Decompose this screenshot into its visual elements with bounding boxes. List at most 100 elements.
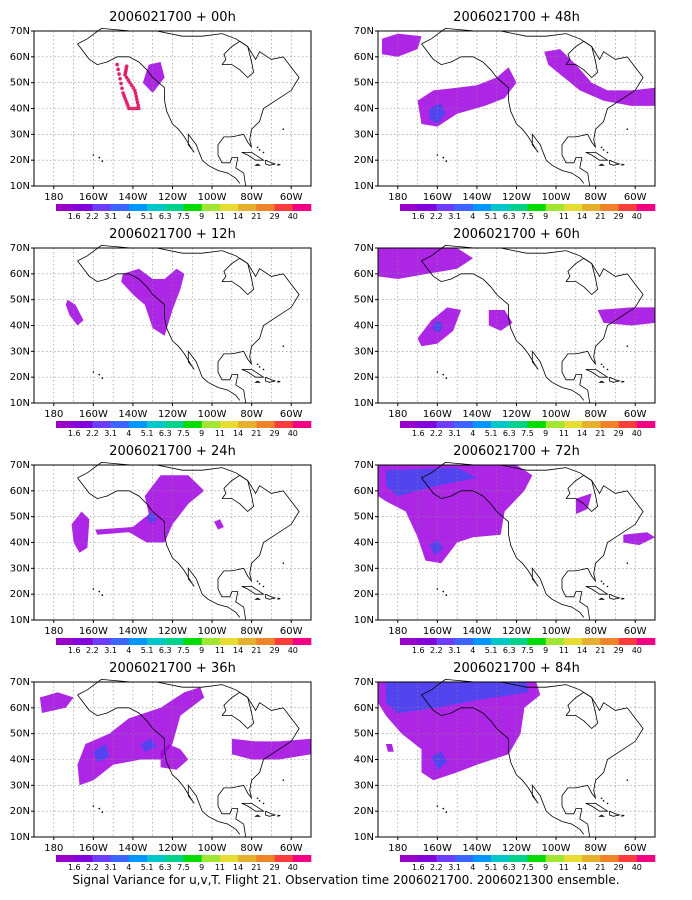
- colorbar-label: 14: [233, 863, 243, 872]
- island: [256, 580, 259, 583]
- coastline: [77, 27, 300, 187]
- colorbar-label: 29: [613, 429, 623, 438]
- colorbar-label: 6.3: [503, 863, 516, 872]
- variance-region: [77, 687, 205, 786]
- y-tick-label: 20N: [10, 155, 30, 166]
- coastline: [565, 474, 599, 513]
- colorbar-label: 29: [269, 212, 279, 221]
- colorbar-cell: [92, 421, 111, 428]
- coastline: [77, 678, 300, 838]
- coastline: [254, 597, 261, 600]
- colorbar-label: 4: [470, 646, 475, 655]
- colorbar-label: 14: [577, 212, 587, 221]
- coastline: [77, 244, 300, 404]
- island: [626, 128, 629, 130]
- x-tick-label: 160W: [79, 626, 108, 637]
- x-tick-label: 80W: [240, 192, 263, 203]
- colorbar-label: 6.3: [503, 212, 516, 221]
- colorbar-cell: [201, 638, 221, 645]
- island: [442, 807, 445, 810]
- colorbar-cell: [74, 204, 93, 211]
- map-panel: 2006021700 + 00h 10N 20N 30N 40N 50N 60N 70N 180…: [10, 10, 312, 221]
- colorbar-cell: [92, 855, 111, 862]
- y-tick-label: 70N: [10, 26, 30, 37]
- x-tick-label: 60W: [280, 192, 303, 203]
- island: [98, 807, 101, 810]
- island: [445, 594, 448, 596]
- x-tick-label: 80W: [584, 626, 607, 637]
- colorbar-cell: [165, 421, 184, 428]
- colorbar-cell: [110, 638, 130, 645]
- colorbar-cell: [563, 855, 583, 862]
- island: [445, 377, 448, 380]
- coastline: [609, 593, 621, 600]
- colorbar-label: 6.3: [503, 646, 516, 655]
- island: [92, 805, 95, 807]
- coastline: [77, 694, 241, 835]
- coastline: [277, 380, 281, 383]
- panel-title: 2006021700 + 36h: [109, 661, 236, 676]
- colorbar-label: 3.1: [104, 646, 117, 655]
- colorbar-cell: [418, 421, 437, 428]
- colorbar-label: 2.2: [86, 863, 99, 872]
- panel-title: 2006021700 + 48h: [453, 10, 580, 25]
- colorbar-cell: [545, 204, 565, 211]
- y-tick-label: 50N: [354, 78, 374, 89]
- y-tick-label: 50N: [354, 512, 374, 523]
- colorbar-cell: [256, 421, 275, 428]
- colorbar-cell: [256, 855, 275, 862]
- coastline: [621, 163, 625, 166]
- map-panel: 2006021700 + 60h 10N 20N 30N 40N 50N 60N 70N 180…: [354, 227, 656, 438]
- y-tick-label: 30N: [354, 563, 374, 574]
- colorbar-cell: [219, 855, 239, 862]
- coastline: [241, 152, 265, 161]
- colorbar-cell: [418, 638, 437, 645]
- colorbar-cell: [454, 204, 474, 211]
- colorbar-label: 21: [595, 212, 605, 221]
- coastline: [221, 40, 255, 79]
- y-tick-label: 10N: [354, 398, 374, 409]
- colorbar-cell: [618, 204, 638, 211]
- coastline: [421, 477, 585, 618]
- colorbar-label: 2.2: [430, 646, 443, 655]
- x-tick-label: 180: [44, 409, 63, 420]
- flight-track-point: [119, 81, 123, 86]
- y-tick-label: 60N: [10, 52, 30, 63]
- colorbar-label: 3.1: [104, 212, 117, 221]
- colorbar-label: 9: [199, 646, 204, 655]
- y-tick-label: 20N: [10, 372, 30, 383]
- y-tick-label: 70N: [354, 243, 374, 254]
- x-tick-label: 140W: [462, 843, 491, 854]
- colorbar-cell: [418, 855, 437, 862]
- variance-region: [597, 307, 655, 326]
- coastline: [77, 477, 241, 618]
- panel-title: 2006021700 + 84h: [453, 661, 580, 676]
- variance-region: [385, 467, 477, 496]
- x-tick-label: 60W: [624, 626, 647, 637]
- colorbar-label: 6.3: [159, 646, 172, 655]
- island: [602, 149, 605, 151]
- island: [445, 811, 448, 813]
- x-tick-label: 60W: [624, 192, 647, 203]
- coastline: [421, 244, 644, 404]
- colorbar-label: 5.1: [141, 212, 154, 221]
- colorbar-label: 7.5: [521, 863, 534, 872]
- colorbar-label: 29: [269, 429, 279, 438]
- x-tick-label: 120W: [158, 626, 187, 637]
- panel-title: 2006021700 + 12h: [109, 227, 236, 242]
- colorbar-label: 21: [595, 646, 605, 655]
- island: [436, 154, 439, 156]
- x-tick-label: 140W: [462, 192, 491, 203]
- variance-region: [623, 532, 655, 546]
- island: [101, 160, 104, 162]
- colorbar-cell: [491, 638, 510, 645]
- x-tick-label: 180: [388, 192, 407, 203]
- colorbar-label: 40: [288, 429, 298, 438]
- colorbar-cell: [147, 855, 166, 862]
- x-tick-label: 140W: [118, 409, 147, 420]
- colorbar-cell: [545, 638, 565, 645]
- island: [626, 562, 629, 564]
- colorbar-cell: [618, 421, 638, 428]
- colorbar-label: 40: [288, 646, 298, 655]
- coastline: [277, 814, 281, 817]
